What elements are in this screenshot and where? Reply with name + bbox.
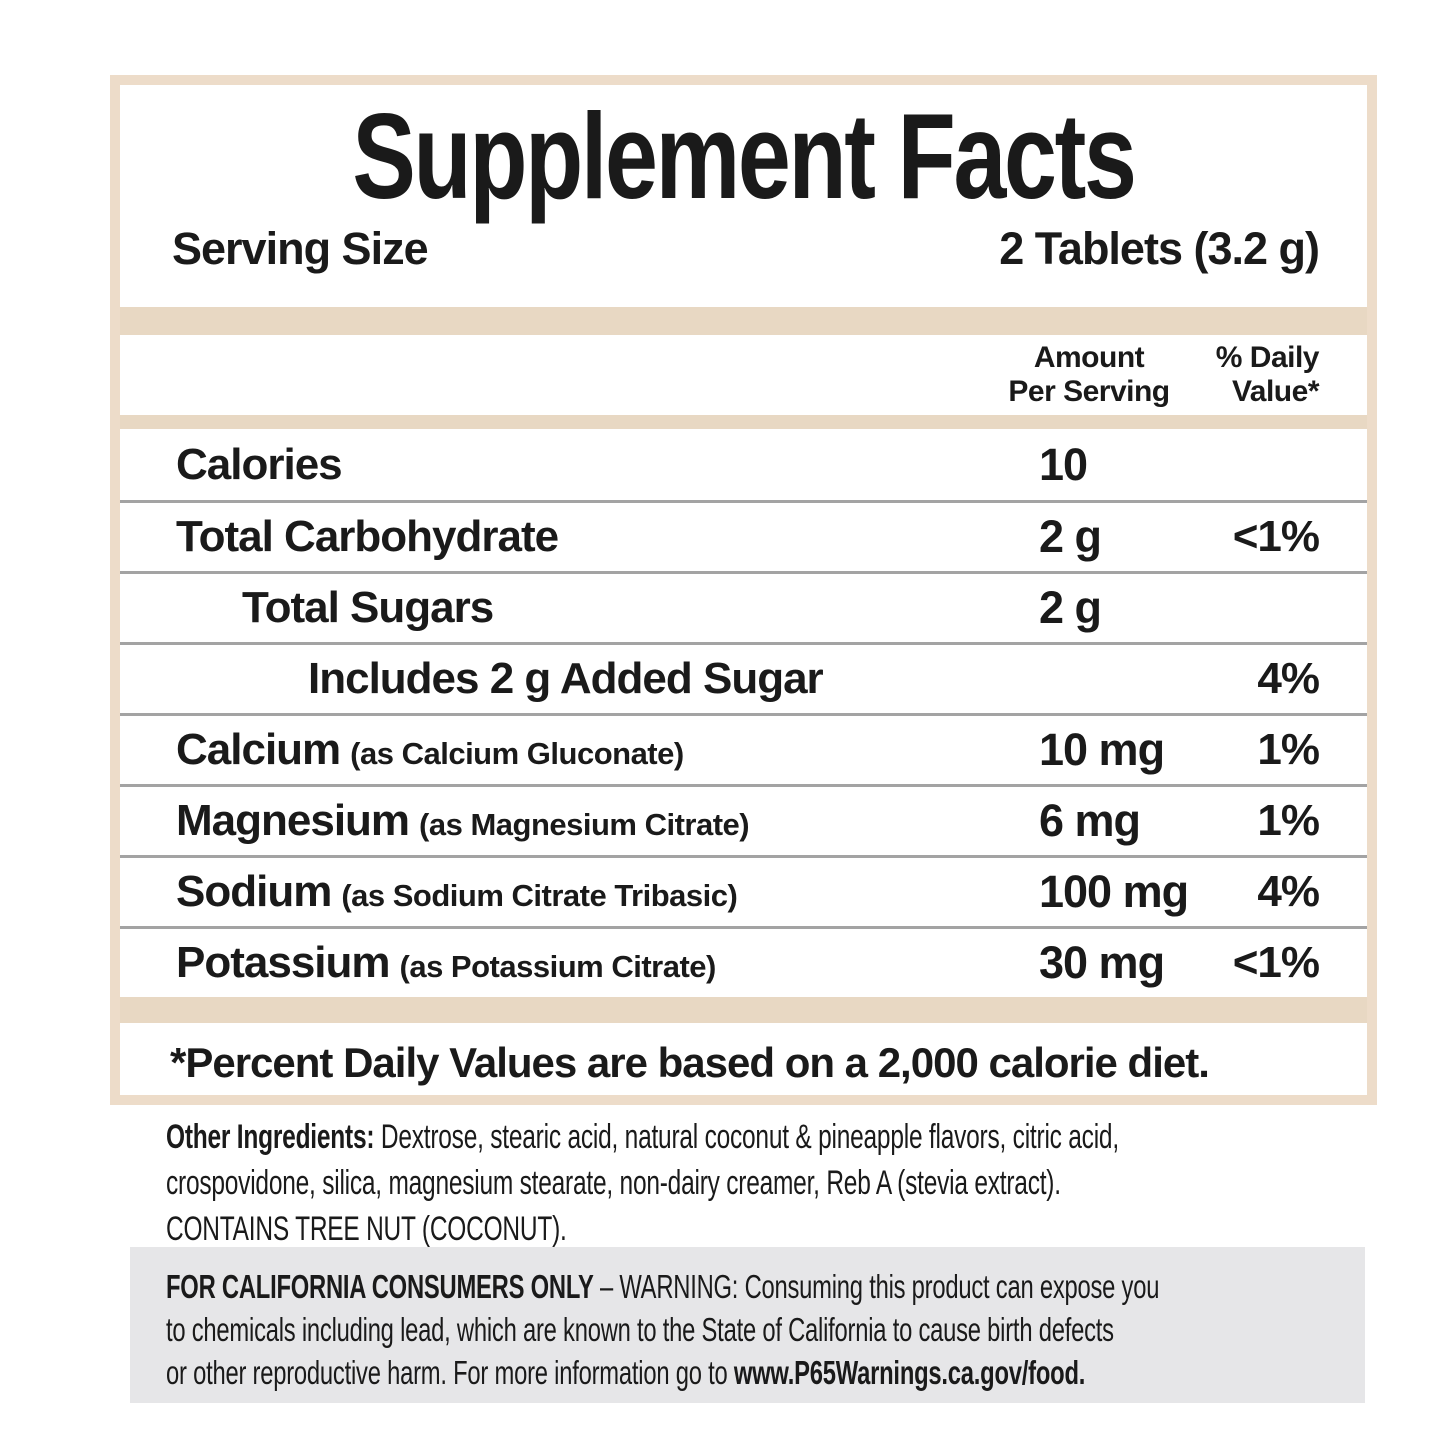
nutrient-form: (as Potassium Citrate) [399,949,717,984]
nutrient-table: Calories 10 Total Carbohydrate 2 g <1% T… [120,429,1367,997]
nutrient-amount: 6 mg [1039,795,1141,846]
warning-line-2: to chemicals including lead, which are k… [166,1311,1114,1348]
table-row-calcium: Calcium (as Calcium Gluconate) 10 mg 1% [120,713,1367,784]
warning-url: www.P65Warnings.ca.gov/food. [733,1354,1086,1391]
nutrient-name: Calcium [176,725,341,774]
table-row-sodium: Sodium (as Sodium Citrate Tribasic) 100 m… [120,855,1367,926]
ingredients-line-1: Other Ingredients: Dextrose, stearic aci… [166,1114,1119,1160]
header-amount-line2: Per Serving [1008,375,1170,408]
warning-bold-lead: FOR CALIFORNIA CONSUMERS ONLY [166,1268,594,1305]
nutrient-name: Sodium [176,867,332,916]
nutrient-dv: 1% [1257,725,1320,774]
nutrient-amount: 2 g [1039,511,1102,562]
nutrient-name: Calories [176,439,343,489]
table-row-total-carbohydrate: Total Carbohydrate 2 g <1% [120,500,1367,571]
separator-band-top [120,307,1367,335]
nutrient-dv: 1% [1257,796,1320,845]
ingredients-line-2: crospovidone, silica, magnesium stearate… [166,1164,1061,1202]
nutrient-name: Includes 2 g Added Sugar [308,654,824,703]
table-row-added-sugar: Includes 2 g Added Sugar 4% [120,642,1367,713]
header-amount-line1: Amount [1033,341,1145,374]
header-amount-per-serving: Amount Per Serving [879,341,1179,409]
serving-size-value: 2 Tablets (3.2 g) [999,223,1320,274]
nutrient-name: Total Sugars [242,583,494,632]
supplement-facts-panel: Supplement Facts Serving Size 2 Tablets … [110,75,1377,1105]
header-daily-value: % Daily Value* [1179,341,1320,409]
nutrient-name: Magnesium [176,796,410,845]
table-row-potassium: Potassium (as Potassium Citrate) 30 mg <1… [120,926,1367,997]
nutrient-amount: 30 mg [1039,937,1165,988]
header-dv-line1: % Daily [1215,341,1320,374]
other-ingredients-label: Other Ingredients: [166,1118,375,1156]
nutrient-amount: 2 g [1039,582,1102,633]
header-spacer [176,341,879,409]
panel-title: Supplement Facts [352,88,1136,224]
ingredients-line1-text: Dextrose, stearic acid, natural coconut … [374,1118,1119,1156]
nutrient-amount: 10 [1039,438,1088,490]
table-row-magnesium: Magnesium (as Magnesium Citrate) 6 mg 1% [120,784,1367,855]
serving-size-label: Serving Size [172,223,429,274]
nutrient-amount: 100 mg [1039,866,1189,917]
nutrient-name: Total Carbohydrate [176,512,559,561]
nutrient-dv: <1% [1232,938,1320,987]
separator-band-header [120,415,1367,429]
serving-size-row: Serving Size 2 Tablets (3.2 g) [120,223,1367,275]
other-ingredients-paragraph: Other Ingredients: Dextrose, stearic aci… [166,1114,1119,1252]
nutrient-dv: 4% [1257,654,1320,703]
nutrient-form: (as Sodium Citrate Tribasic) [341,878,738,913]
daily-value-footnote: *Percent Daily Values are based on a 2,0… [170,1039,1210,1086]
nutrient-amount: 10 mg [1039,724,1165,775]
table-row-total-sugars: Total Sugars 2 g [120,571,1367,642]
nutrient-form: (as Calcium Gluconate) [350,736,684,771]
warning-line1-text: – WARNING: Consuming this product can ex… [593,1268,1160,1305]
nutrient-form: (as Magnesium Citrate) [419,807,750,842]
header-dv-line2: Value* [1231,375,1320,408]
california-warning-box: FOR CALIFORNIA CONSUMERS ONLY – WARNING:… [130,1247,1365,1403]
warning-line-3: or other reproductive harm. For more inf… [166,1351,1085,1394]
separator-band-bottom [120,997,1367,1023]
column-header-row: Amount Per Serving % Daily Value* [120,341,1367,409]
warning-line3-text: or other reproductive harm. For more inf… [166,1354,734,1391]
california-warning-text: FOR CALIFORNIA CONSUMERS ONLY – WARNING:… [166,1265,1159,1394]
nutrient-name: Potassium [176,938,391,987]
table-row-calories: Calories 10 [120,429,1367,500]
allergen-statement: CONTAINS TREE NUT (COCONUT). [166,1210,567,1248]
nutrient-dv: 4% [1257,867,1320,916]
warning-line-1: FOR CALIFORNIA CONSUMERS ONLY – WARNING:… [166,1265,1159,1308]
nutrient-dv: <1% [1232,512,1320,561]
